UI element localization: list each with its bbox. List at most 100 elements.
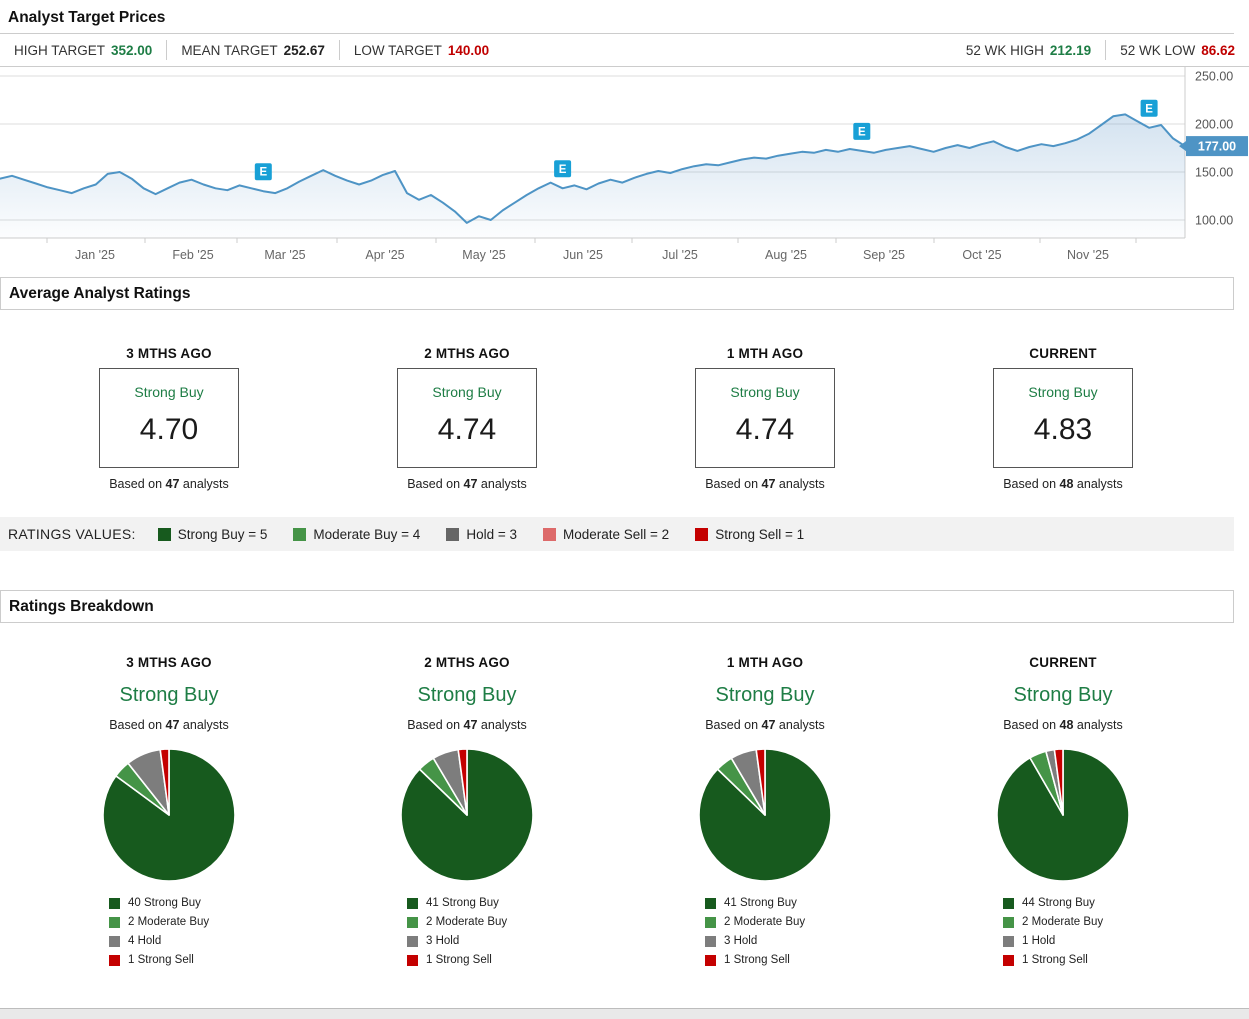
divider: [1105, 40, 1107, 60]
legend-row-hold: 3 Hold: [407, 935, 527, 947]
x-axis-label: Feb '25: [172, 248, 213, 262]
low-target-label: LOW TARGET: [353, 42, 442, 58]
based-on-text: Based on 47 analysts: [705, 477, 825, 491]
strong-buy-swatch-icon: [407, 897, 418, 909]
ratings-values-title: RATINGS VALUES:: [8, 526, 136, 542]
x-axis-label: Jan '25: [75, 248, 115, 262]
based-on-text: Based on 48 analysts: [1003, 477, 1123, 491]
legend-row-moderate-buy: 2 Moderate Buy: [407, 916, 527, 928]
y-axis-label: 250.00: [1195, 70, 1233, 84]
earnings-marker[interactable]: E: [1140, 99, 1158, 117]
score-box: Strong Buy 4.74: [397, 368, 537, 468]
legend-row-strong-sell: 1 Strong Sell: [407, 954, 527, 966]
avg-card-1mth: 1 MTH AGO Strong Buy 4.74 Based on 47 an…: [616, 346, 914, 491]
svg-text:E: E: [1145, 103, 1153, 115]
strong-buy-swatch-icon: [1003, 897, 1014, 909]
avg-ratings-cards: 3 MTHS AGO Strong Buy 4.70 Based on 47 a…: [20, 346, 1234, 491]
rating-text: Strong Buy: [1028, 384, 1098, 400]
x-axis-label: May '25: [462, 248, 505, 262]
moderate-buy-swatch-icon: [293, 527, 307, 541]
avg-ratings-section-header: Average Analyst Ratings: [0, 277, 1234, 310]
breakdown-title: Ratings Breakdown: [9, 597, 154, 615]
based-on-text: Based on 47 analysts: [109, 718, 229, 732]
legend-item-strong-sell: Strong Sell = 1: [695, 527, 804, 542]
based-on-text: Based on 48 analysts: [1003, 718, 1123, 732]
moderate-buy-swatch-icon: [705, 916, 716, 928]
moderate-buy-swatch-icon: [109, 916, 120, 928]
period-label: 3 MTHS AGO: [126, 655, 212, 670]
mean-target-value: 252.67: [283, 42, 325, 58]
divider: [166, 40, 168, 60]
strong-buy-swatch-icon: [705, 897, 716, 909]
52wk-low: 52 WK LOW 86.62: [1120, 43, 1235, 58]
score-value: 4.74: [735, 413, 795, 446]
based-on-text: Based on 47 analysts: [109, 477, 229, 491]
rating-text: Strong Buy: [715, 684, 815, 706]
pie-legend: 41 Strong Buy 2 Moderate Buy 3 Hold 1 St…: [407, 897, 527, 966]
52wk-low-value: 86.62: [1201, 42, 1235, 58]
x-axis-label: Apr '25: [365, 248, 404, 262]
ratings-pie-chart[interactable]: [694, 744, 836, 886]
breakdown-card-current: CURRENT Strong Buy Based on 48 analysts …: [914, 655, 1212, 973]
ratings-pie-chart[interactable]: [98, 744, 240, 886]
strong-sell-swatch-icon: [407, 954, 418, 966]
legend-row-strong-sell: 1 Strong Sell: [1003, 954, 1123, 966]
strong-sell-swatch-icon: [705, 954, 716, 966]
hold-swatch-icon: [446, 527, 460, 541]
y-axis-label: 200.00: [1195, 118, 1233, 132]
rating-text: Strong Buy: [119, 684, 219, 706]
ratings-pie-chart[interactable]: [396, 744, 538, 886]
mean-target: MEAN TARGET 252.67: [181, 43, 325, 58]
period-label: CURRENT: [1029, 346, 1097, 361]
avg-card-2mths: 2 MTHS AGO Strong Buy 4.74 Based on 47 a…: [318, 346, 616, 491]
legend-item-moderate-sell: Moderate Sell = 2: [543, 527, 669, 542]
low-target-value: 140.00: [447, 42, 490, 58]
period-label: 2 MTHS AGO: [424, 655, 510, 670]
ratings-pie-chart[interactable]: [992, 744, 1134, 886]
legend-row-hold: 3 Hold: [705, 935, 825, 947]
legend-row-strong-buy: 41 Strong Buy: [407, 897, 527, 909]
current-price-tag: 177.00: [1179, 136, 1248, 157]
rating-text: Strong Buy: [730, 384, 800, 400]
period-label: 2 MTHS AGO: [424, 346, 510, 361]
divider: [338, 40, 340, 60]
legend-row-moderate-buy: 2 Moderate Buy: [1003, 916, 1123, 928]
score-value: 4.74: [437, 413, 497, 446]
hold-swatch-icon: [1003, 935, 1014, 947]
ratings-values-legend: Strong Buy = 5 Moderate Buy = 4 Hold = 3…: [157, 527, 804, 542]
legend-row-hold: 1 Hold: [1003, 935, 1123, 947]
legend-item-moderate-buy: Moderate Buy = 4: [293, 527, 420, 542]
breakdown-card-2mths: 2 MTHS AGO Strong Buy Based on 47 analys…: [318, 655, 616, 973]
pie-legend: 41 Strong Buy 2 Moderate Buy 3 Hold 1 St…: [705, 897, 825, 966]
breakdown-cards: 3 MTHS AGO Strong Buy Based on 47 analys…: [20, 655, 1234, 973]
ratings-values-bar: RATINGS VALUES: Strong Buy = 5 Moderate …: [0, 517, 1234, 551]
legend-item-hold: Hold = 3: [446, 527, 517, 542]
earnings-marker[interactable]: E: [554, 160, 572, 178]
high-target: HIGH TARGET 352.00: [14, 43, 152, 58]
moderate-buy-swatch-icon: [407, 916, 418, 928]
price-chart[interactable]: Jan '25 Feb '25 Mar '25 Apr '25 May '25 Jun '…: [0, 67, 1249, 266]
legend-item-strong-buy: Strong Buy = 5: [157, 527, 267, 542]
bottom-scrollbar-track[interactable]: [0, 1008, 1249, 1019]
strong-sell-swatch-icon: [695, 527, 709, 541]
period-label: 3 MTHS AGO: [126, 346, 212, 361]
avg-ratings-title: Average Analyst Ratings: [9, 284, 191, 302]
period-label: CURRENT: [1029, 655, 1097, 670]
y-axis-label: 150.00: [1195, 166, 1233, 180]
target-prices-bar: HIGH TARGET 352.00 MEAN TARGET 252.67 LO…: [0, 34, 1249, 67]
high-target-label: HIGH TARGET: [14, 42, 106, 58]
x-axis-label: Mar '25: [264, 248, 305, 262]
52wk-high-value: 212.19: [1049, 42, 1092, 58]
breakdown-card-1mth: 1 MTH AGO Strong Buy Based on 47 analyst…: [616, 655, 914, 973]
earnings-marker[interactable]: E: [853, 122, 871, 140]
score-box: Strong Buy 4.74: [695, 368, 835, 468]
rating-text: Strong Buy: [432, 384, 502, 400]
legend-row-strong-sell: 1 Strong Sell: [705, 954, 825, 966]
pie-legend: 40 Strong Buy 2 Moderate Buy 4 Hold 1 St…: [109, 897, 229, 966]
breakdown-section-header: Ratings Breakdown: [0, 590, 1234, 623]
period-label: 1 MTH AGO: [726, 346, 804, 361]
earnings-marker[interactable]: E: [254, 163, 272, 181]
x-axis-label: Aug '25: [765, 248, 807, 262]
rating-text: Strong Buy: [1013, 684, 1113, 706]
hold-swatch-icon: [705, 935, 716, 947]
